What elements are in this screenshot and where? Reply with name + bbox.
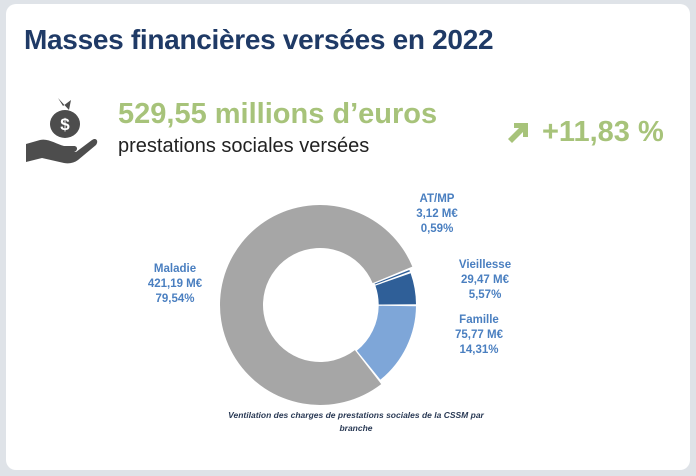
donut-segment-vieillesse bbox=[375, 273, 416, 305]
page-title: Masses financières versées en 2022 bbox=[24, 24, 494, 55]
total-amount-label: prestations sociales versées bbox=[118, 135, 370, 157]
segment-name: Famille bbox=[459, 314, 499, 326]
segment-value: 29,47 M€ bbox=[461, 274, 509, 286]
segment-name: Maladie bbox=[153, 263, 197, 275]
segment-value: 75,77 M€ bbox=[455, 329, 503, 341]
label-maladie: Maladie 421,19 M€ 79,54% bbox=[132, 262, 218, 307]
chart-caption: Ventilation des charges de prestations s… bbox=[228, 410, 484, 433]
growth-indicator: +11,83 % bbox=[504, 116, 664, 149]
segment-share: 5,57% bbox=[468, 289, 502, 301]
segment-share: 0,59% bbox=[420, 223, 454, 235]
segment-value: 3,12 M€ bbox=[416, 208, 458, 220]
donut-segment-famille bbox=[356, 305, 416, 380]
donut-segment-maladie bbox=[220, 204, 413, 405]
donut-chart bbox=[220, 204, 416, 405]
segment-share: 14,31% bbox=[459, 344, 499, 356]
segment-name: Vieillesse bbox=[458, 259, 512, 271]
segment-share: 79,54% bbox=[155, 293, 195, 305]
arrow-up-right-icon bbox=[508, 122, 528, 143]
donut-segment-at-mp bbox=[374, 269, 410, 285]
segment-name: AT/MP bbox=[419, 193, 455, 205]
svg-text:$: $ bbox=[60, 115, 70, 134]
total-amount: 529,55 millions d’euros bbox=[118, 98, 438, 130]
growth-value: +11,83 % bbox=[542, 116, 664, 148]
label-famille: Famille 75,77 M€ 14,31% bbox=[442, 313, 516, 358]
segment-value: 421,19 M€ bbox=[147, 278, 203, 290]
slide: Masses financières versées en 2022 $ 529… bbox=[6, 4, 690, 470]
money-hand-icon: $ bbox=[26, 98, 98, 164]
label-at-mp: AT/MP 3,12 M€ 0,59% bbox=[400, 192, 474, 237]
label-vieillesse: Vieillesse 29,47 M€ 5,57% bbox=[446, 258, 524, 303]
